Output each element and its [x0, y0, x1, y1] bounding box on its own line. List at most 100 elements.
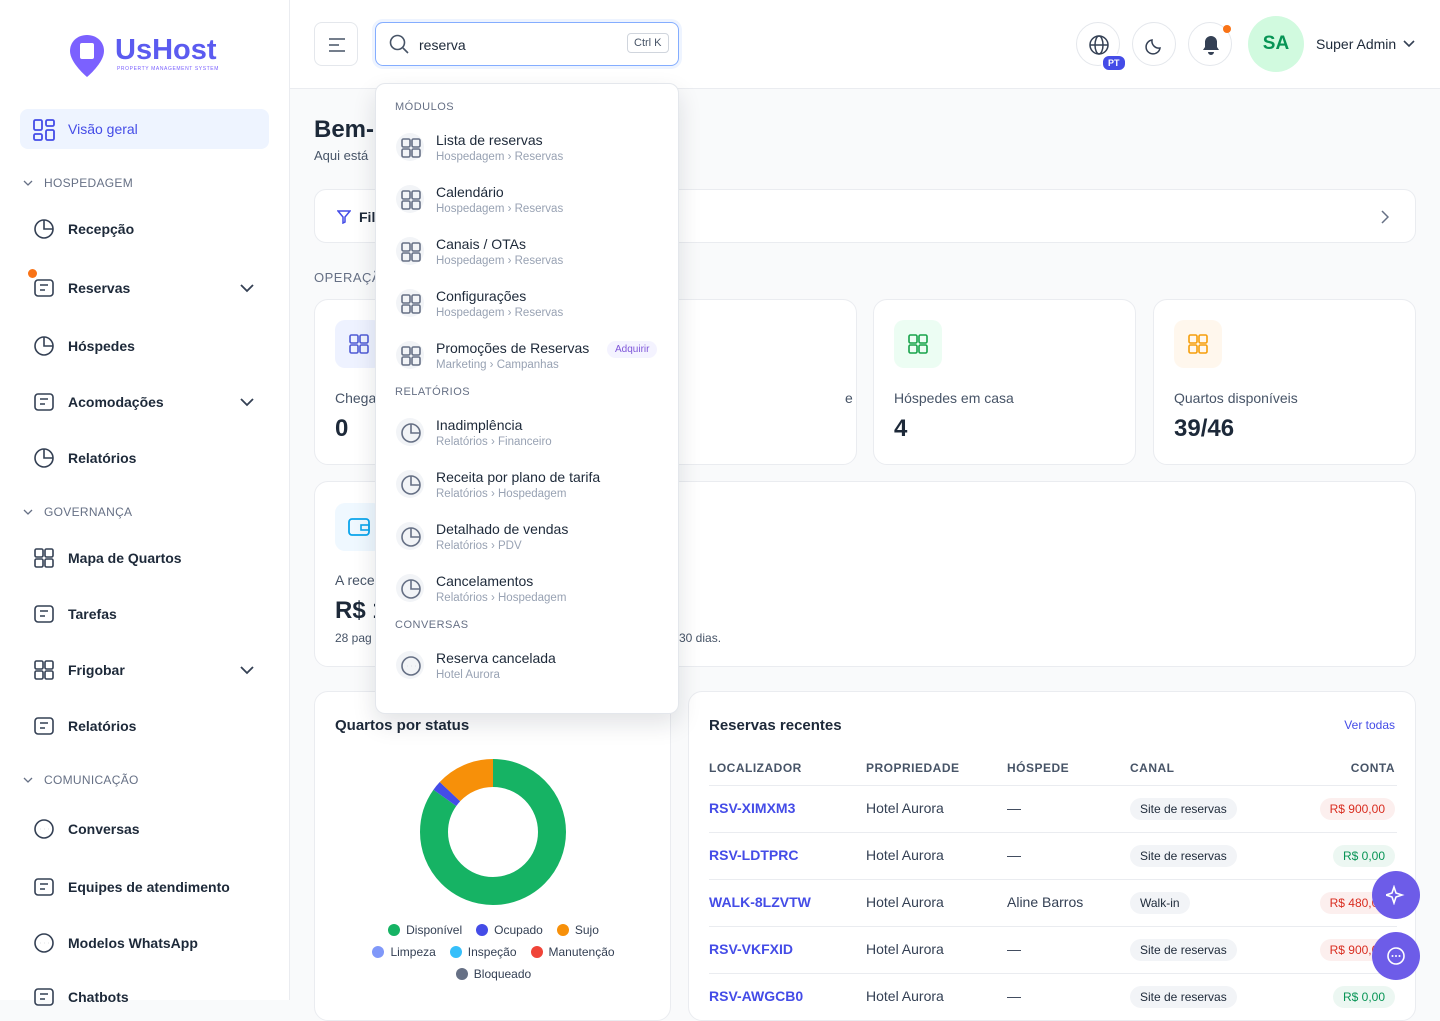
legend-swatch [476, 924, 489, 936]
column-header: LOCALIZADOR [709, 761, 802, 775]
search-result[interactable]: Inadimplência Relatórios › Financeiro [384, 409, 670, 457]
icon [401, 242, 421, 262]
nav-item[interactable]: Recepção [68, 221, 135, 237]
page: UsHost PROPERTY MANAGEMENT SYSTEM Visão … [20, 0, 1440, 1021]
menu-button[interactable] [314, 22, 358, 66]
nav-item[interactable]: Chatbots [68, 989, 129, 1005]
result-title: Reserva cancelada [436, 650, 556, 666]
stat-icon [894, 320, 942, 368]
nav-item[interactable]: Mapa de Quartos [68, 550, 182, 566]
revenue-note-end: 30 dias. [679, 631, 722, 645]
see-all-link[interactable]: Ver todas [1344, 718, 1395, 732]
stat-label: Chega [335, 390, 377, 406]
result-path: Marketing › Campanhas [436, 359, 559, 371]
result-icon [396, 651, 424, 679]
result-path: Hospedagem › Reservas [436, 255, 564, 267]
nav-item[interactable]: Tarefas [68, 606, 117, 622]
legend-label: Inspeção [467, 945, 517, 959]
cell: Hotel Aurora [866, 847, 944, 863]
cell-locator[interactable]: WALK-8LZVTW [709, 894, 811, 910]
nav-item[interactable]: Reservas [68, 280, 131, 296]
legend-swatch [449, 946, 462, 958]
icon [401, 346, 421, 366]
icon [34, 605, 54, 623]
ai-button[interactable] [1372, 871, 1420, 919]
icon [34, 219, 54, 239]
legend-label: Ocupado [494, 923, 543, 937]
result-icon [396, 522, 424, 550]
icon [34, 279, 54, 297]
cell-locator[interactable]: RSV-XIMXM3 [709, 800, 796, 816]
search-result[interactable]: Configurações Hospedagem › Reservas [384, 280, 670, 328]
row-divider [709, 973, 1397, 974]
icon [34, 819, 54, 839]
legend-label: Manutenção [548, 945, 615, 959]
legend-swatch [530, 946, 543, 958]
language-button[interactable]: PT [1076, 22, 1127, 72]
cell-locator[interactable]: RSV-VKFXID [709, 941, 794, 957]
stat-card: Quartos disponíveis 39/46 [1153, 299, 1416, 465]
stat-value: 0 [335, 415, 349, 442]
nav-item[interactable]: Equipes de atendimento [68, 879, 230, 895]
theme-button[interactable] [1132, 22, 1176, 66]
active-item[interactable]: Visão geral [20, 109, 269, 149]
nav-item[interactable]: Conversas [68, 821, 140, 837]
search-result[interactable]: Canais / OTAs Hospedagem › Reservas [384, 228, 670, 276]
cell: Hotel Aurora [866, 941, 944, 957]
search-input[interactable]: reserva [419, 37, 466, 53]
nav-item[interactable]: Frigobar [68, 662, 125, 678]
donut-segment [420, 759, 566, 905]
cell-locator[interactable]: RSV-LDTPRC [709, 847, 799, 863]
search-result[interactable]: Calendário Hospedagem › Reservas [384, 176, 670, 224]
search-result[interactable]: Detalhado de vendas Relatórios › PDV [384, 513, 670, 561]
search-result[interactable]: Lista de reservas Hospedagem › Reservas [384, 124, 670, 172]
result-icon [396, 133, 424, 161]
legend-item: Disponível [388, 923, 462, 937]
result-icon [396, 341, 424, 369]
nav-group: COMUNICAÇÃO [44, 773, 139, 787]
icon [1188, 334, 1208, 354]
row-divider [709, 785, 1397, 786]
result-title: Inadimplência [436, 417, 523, 433]
icon [34, 717, 54, 735]
cell-locator[interactable]: RSV-AWGCB0 [709, 988, 804, 1004]
nav-item[interactable]: Relatórios [68, 450, 137, 466]
filter-label: Fil [359, 209, 376, 225]
table-title: Reservas recentes [709, 717, 842, 734]
nav-item[interactable]: Relatórios [68, 718, 137, 734]
column-header: CONTA [1350, 761, 1395, 775]
search-result[interactable]: Receita por plano de tarifa Relatórios › … [384, 461, 670, 509]
icon [401, 475, 421, 495]
search-result[interactable]: Reserva cancelada Hotel Aurora [384, 642, 670, 690]
rooms-chart-card: Quartos por status Disponível Ocupado Sujo… [314, 691, 671, 1021]
revenue-label: A rece [335, 572, 375, 588]
search-result[interactable]: Cancelamentos Relatórios › Hospedagem [384, 565, 670, 613]
result-path: Relatórios › PDV [436, 540, 522, 552]
icon [34, 336, 54, 356]
search-result[interactable]: Promoções de Reservas Marketing › Campanh… [384, 332, 670, 380]
revenue-note: 28 pag [335, 631, 372, 645]
icon [908, 334, 928, 354]
nav-item[interactable]: Acomodações [68, 394, 164, 410]
notifications-button[interactable] [1188, 22, 1232, 66]
result-title: Detalhado de vendas [436, 521, 569, 537]
user-name[interactable]: Super Admin [1316, 36, 1397, 52]
nav-item[interactable]: Modelos WhatsApp [68, 935, 198, 951]
nav-item[interactable]: Hóspedes [68, 338, 135, 354]
chat-button[interactable] [1372, 932, 1420, 980]
column-header: PROPRIEDADE [866, 761, 960, 775]
dropdown-section: MÓDULOS [395, 101, 455, 113]
welcome-subtitle: Aqui está [314, 148, 369, 163]
legend-label: Disponível [406, 923, 463, 937]
avatar[interactable]: SA [1248, 16, 1304, 72]
legend-item: Ocupado [476, 923, 543, 937]
legend-swatch [556, 924, 569, 936]
result-path: Hotel Aurora [436, 669, 500, 681]
legend-label: Sujo [574, 923, 599, 937]
result-title: Configurações [436, 288, 527, 304]
search-box[interactable]: reserva Ctrl K [375, 22, 679, 66]
recent-card: Reservas recentes Ver todas LOCALIZADOR P… [688, 691, 1416, 1021]
icon [34, 660, 54, 680]
icon [34, 548, 54, 568]
icon [401, 138, 421, 158]
